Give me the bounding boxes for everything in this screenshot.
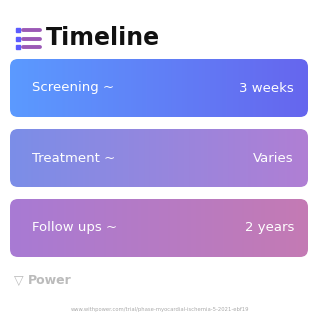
FancyBboxPatch shape: [10, 199, 308, 257]
Text: ▽: ▽: [14, 274, 24, 287]
Text: Treatment ~: Treatment ~: [32, 151, 115, 164]
FancyBboxPatch shape: [10, 129, 308, 187]
Text: Screening ~: Screening ~: [32, 81, 114, 95]
Text: Varies: Varies: [253, 151, 294, 164]
Text: 3 weeks: 3 weeks: [239, 81, 294, 95]
Text: Follow ups ~: Follow ups ~: [32, 221, 117, 234]
Text: Power: Power: [28, 274, 72, 287]
Text: www.withpower.com/trial/phase-myocardial-ischemia-5-2021-ebf19: www.withpower.com/trial/phase-myocardial…: [71, 306, 249, 312]
Text: 2 years: 2 years: [244, 221, 294, 234]
FancyBboxPatch shape: [10, 59, 308, 117]
Text: Timeline: Timeline: [46, 26, 160, 50]
